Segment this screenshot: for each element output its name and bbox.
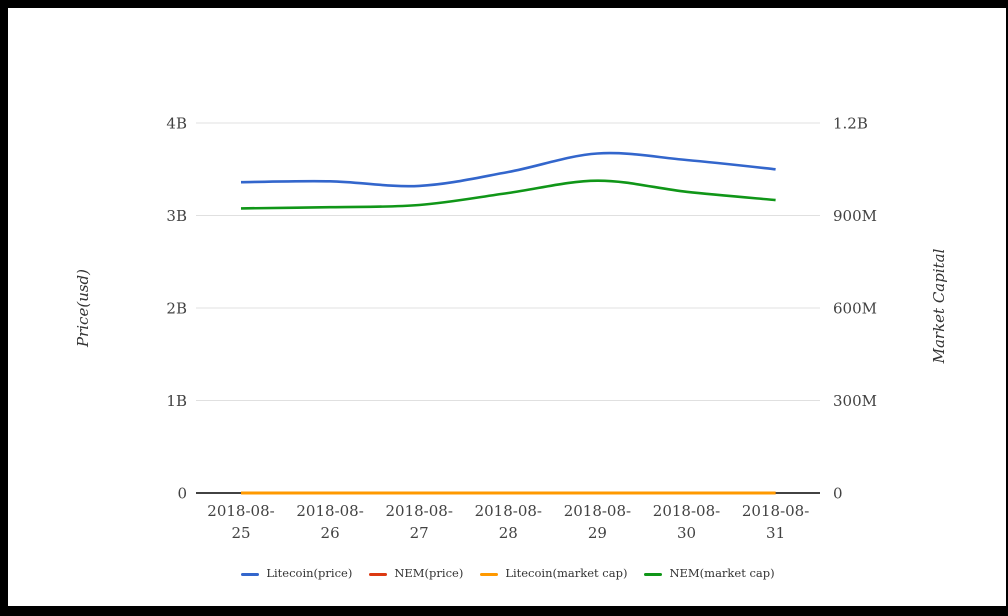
legend-item-litecoin-market-cap[interactable]: Litecoin(market cap) <box>480 568 627 580</box>
x-axis-tick: 2018-08-27 <box>385 502 452 542</box>
x-axis-tick: 2018-08-29 <box>564 502 631 542</box>
frame-right <box>1006 0 1008 616</box>
left-axis-tick: 1B <box>166 392 187 410</box>
left-axis-tick: 0 <box>177 485 187 503</box>
legend-swatch-nem-market-cap <box>644 572 663 576</box>
legend-item-nem-market-cap[interactable]: NEM(market cap) <box>644 566 775 581</box>
x-axis-tick: 2018-08-28 <box>475 502 542 542</box>
left-axis-tick: 2B <box>166 300 187 318</box>
x-axis-tick: 2018-08-26 <box>296 502 363 542</box>
frame-left <box>0 0 8 616</box>
legend-label: Litecoin(price) <box>266 566 353 581</box>
legend-item-nem-price[interactable]: NEM(price) <box>369 568 463 580</box>
series-line-litecoin-price <box>240 151 776 188</box>
left-axis-title: Price(usd) <box>74 269 92 348</box>
legend-swatch-nem-price <box>369 572 388 576</box>
frame-top <box>0 0 1008 8</box>
legend-item-litecoin-price[interactable]: Litecoin(price) <box>241 568 352 580</box>
legend-swatch-litecoin-price <box>241 572 260 576</box>
right-axis-tick: 0 <box>833 485 843 503</box>
x-axis-tick: 2018-08-31 <box>742 502 809 542</box>
frame-bottom <box>0 606 1008 616</box>
right-axis-tick: 300M <box>833 392 877 410</box>
right-axis-tick: 900M <box>833 207 877 225</box>
right-axis-tick: 600M <box>833 300 877 318</box>
legend-label: NEM(price) <box>394 566 464 581</box>
legend-label: Litecoin(market cap) <box>505 566 628 581</box>
chart-legend: Litecoin(price) NEM(price) Litecoin(mark… <box>196 564 820 584</box>
x-axis-tick: 2018-08-30 <box>653 502 720 542</box>
series-line-nem-market-cap <box>240 179 776 210</box>
x-axis-tick: 2018-08-25 <box>207 502 274 542</box>
right-axis-title: Market Capital <box>930 248 948 364</box>
right-axis-tick: 1.2B <box>833 115 868 133</box>
legend-swatch-litecoin-market-cap <box>480 572 499 576</box>
legend-label: NEM(market cap) <box>669 566 775 581</box>
left-axis-tick: 4B <box>166 115 187 133</box>
left-axis-tick: 3B <box>166 207 187 225</box>
